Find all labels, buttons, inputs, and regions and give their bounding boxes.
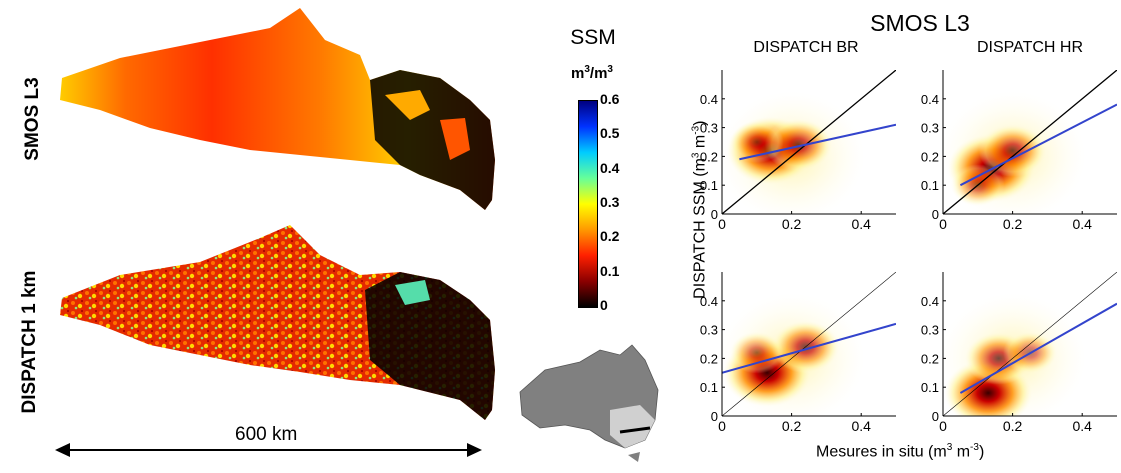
x-tick-label: 0.4: [1072, 418, 1092, 434]
density-blob: [978, 124, 1047, 177]
maps-panel: [55, 8, 659, 462]
y-tick-label: 0.2: [700, 351, 718, 366]
scatter-panel: 0 0.1 0.2 0.3 0.4 0 0.2 0.4: [921, 70, 1117, 232]
colorbar-tick-label: 0.4: [600, 159, 620, 176]
x-tick-label: 0: [939, 418, 947, 434]
density-area: [722, 272, 896, 416]
y-tick-label: 0.3: [921, 323, 939, 338]
y-tick-label: 0: [932, 409, 939, 424]
x-tick-label: 0.2: [1003, 418, 1023, 434]
regression-line: [739, 123, 896, 161]
y-tick-label: 0.4: [921, 294, 939, 309]
scale-bar: [55, 443, 482, 457]
australia-inset-map: [519, 344, 659, 462]
scale-label: 600 km: [235, 424, 298, 445]
x-tick-label: 0.4: [851, 418, 871, 434]
x-tick-label: 0.2: [1003, 216, 1023, 232]
y-tick-label: 0: [711, 409, 718, 424]
y-tick-label: 0.3: [921, 121, 939, 136]
y-tick-label: 0.1: [921, 380, 939, 395]
y-tick-label: 0.2: [921, 149, 939, 164]
density-area: [943, 70, 1117, 214]
regression-line: [722, 322, 896, 374]
y-tick-label: 0: [711, 207, 718, 222]
scatter-panel: 0 0.1 0.2 0.3 0.4 0 0.2 0.4: [700, 70, 896, 232]
one-to-one-line: [722, 272, 896, 416]
density-blob: [729, 121, 784, 163]
x-tick-label: 0: [939, 216, 947, 232]
colorbar-tick-label: 0.3: [600, 194, 620, 210]
colorbar-tick-label: 0.6: [600, 91, 620, 107]
colorbar-title: SSM: [570, 26, 616, 49]
regression-line: [959, 302, 1117, 394]
x-axis-label: Mesures in situ (m3 m-3): [816, 442, 985, 461]
x-tick-label: 0.4: [1072, 216, 1092, 232]
y-tick-label: 0.2: [921, 351, 939, 366]
smos-l3-map: [60, 8, 495, 210]
y-tick-label: 0.4: [700, 92, 718, 107]
y-tick-label: 0.3: [700, 121, 718, 136]
regression-line: [959, 103, 1117, 187]
scatter-panel: 0 0.1 0.2 0.3 0.4 0 0.2 0.4: [700, 272, 896, 434]
density-blob: [764, 118, 833, 172]
y-tick-label: 0: [932, 207, 939, 222]
y-tick-label: 0.4: [700, 294, 718, 309]
colorbar-tick-label: 0.2: [600, 228, 620, 245]
colorbar-unit: m3/m3: [571, 64, 613, 82]
density-blob: [729, 331, 784, 374]
y-tick-label: 0.2: [700, 149, 718, 164]
colorbar-tick-label: 0.1: [600, 262, 620, 279]
dispatch-1km-map: [60, 225, 495, 420]
x-tick-label: 0.2: [782, 216, 802, 232]
y-tick-label: 0.1: [700, 380, 718, 395]
colorbar-tick-label: 0: [600, 297, 608, 313]
one-to-one-line: [722, 70, 896, 214]
y-tick-label: 0.1: [700, 178, 718, 193]
scatter-panel: 0 0.1 0.2 0.3 0.4 0 0.2 0.4: [921, 272, 1117, 434]
one-to-one-line: [943, 272, 1117, 416]
x-tick-label: 0.4: [851, 216, 871, 232]
col-title-hr: DISPATCH HR: [976, 39, 1084, 56]
y-tick-label: 0.3: [700, 323, 718, 338]
density-area: [722, 70, 896, 214]
col-title-br: DISPATCH BR: [753, 39, 859, 56]
density-area: [943, 272, 1117, 416]
x-tick-label: 0: [718, 216, 726, 232]
y-tick-label: 0.4: [921, 92, 939, 107]
colorbar-tick-label: 0.5: [600, 125, 620, 142]
x-tick-label: 0.2: [782, 418, 802, 434]
colorbar-gradient: [578, 100, 598, 308]
one-to-one-line: [943, 70, 1117, 214]
scatter-main-title: SMOS L3: [870, 10, 970, 36]
x-tick-label: 0: [718, 418, 726, 434]
y-tick-label: 0.1: [921, 178, 939, 193]
